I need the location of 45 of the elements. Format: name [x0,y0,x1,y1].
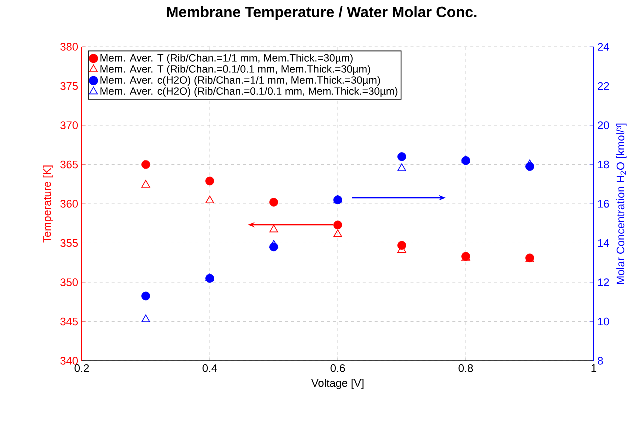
y2-tick-label: 16 [598,200,610,208]
point [270,224,278,233]
y-tick-label: 370 [60,122,78,130]
point [526,160,534,168]
y-tick-label: 340 [60,357,78,365]
chart-title: Membrane Temperature / Water Molar Conc. [167,6,477,20]
legend-label: Mem. Aver. T (Rib/Chan.=0.1/0.1 mm, Mem.Thick.=30µm) [100,65,370,75]
y-tick-label: 345 [60,318,78,326]
y2-tick-label: 12 [598,278,610,286]
y2-tick-label: 24 [598,43,610,51]
point [206,196,214,204]
point [334,230,342,238]
y-tick-label: 365 [60,160,78,169]
y2-tick-label: 14 [598,239,610,248]
x-tick-label: 0.8 [458,364,474,372]
x-tick-label: 1 [592,364,597,372]
y2-tick-label: 20 [598,122,610,130]
point [270,198,278,207]
point [142,160,150,170]
x-tick-label: 0.6 [330,364,346,372]
y-axis-title: Temperature [K] [43,166,54,243]
y2-tick-label: 18 [598,160,610,169]
point [142,314,150,322]
y-tick-label: 380 [60,43,78,51]
point [398,152,406,162]
y2-tick-label: 22 [598,82,610,90]
x-tick-label: 0.4 [202,364,218,372]
y2-axis-title: Molar Concentration H$_{2}$O [kmol/³] [616,124,627,284]
point [334,220,342,230]
y-tick-label: 360 [60,200,78,208]
legend-label: Mem. Aver. c(H2O) (Rib/Chan.=1/1 mm, Mem.Thick.=30µm) [100,76,380,86]
point [270,240,278,248]
legend-label: Mem. Aver. c(H2O) (Rib/Chan.=0.1/0.1 mm, Mem.Thick.=30µm) [100,87,398,98]
legend-label: Mem. Aver. T (Rib/Chan.=1/1 mm, Mem.Thick.=30µm) [100,54,353,64]
x-tick-label: 0.2 [74,364,90,372]
y2-tick-label: 8 [598,357,604,365]
y2-tick-label: 10 [598,318,610,326]
y-tick-label: 355 [60,239,78,248]
point [398,164,406,172]
point [206,176,214,186]
y-tick-label: 375 [60,82,78,90]
point [142,180,150,188]
point [142,292,150,301]
x-axis-title: Voltage [V] [312,379,364,390]
y-tick-label: 350 [60,278,78,286]
